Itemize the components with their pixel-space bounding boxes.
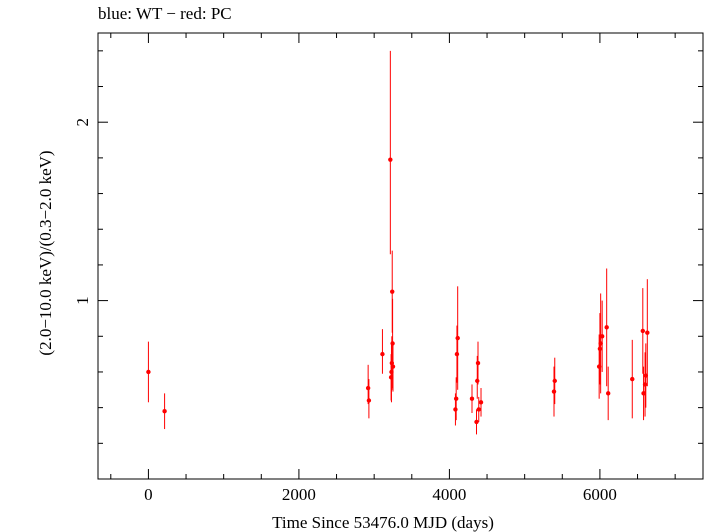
- data-point: [390, 341, 396, 392]
- data-point: [366, 379, 372, 419]
- point-marker: [551, 389, 557, 394]
- point-marker: [478, 400, 484, 405]
- point-marker: [162, 409, 167, 414]
- point-marker: [476, 407, 481, 412]
- data-point: [478, 388, 484, 417]
- data-point: [146, 341, 151, 403]
- data-point: [551, 366, 557, 417]
- data-point: [645, 279, 650, 387]
- point-marker: [599, 334, 605, 339]
- point-marker: [640, 328, 646, 334]
- data-point: [365, 364, 371, 405]
- x-tick-label: 4000: [432, 485, 466, 504]
- point-marker: [630, 376, 635, 382]
- data-point: [604, 268, 609, 387]
- data-point: [380, 329, 385, 374]
- y-tick-label: 1: [73, 296, 92, 305]
- data-point: [630, 339, 635, 419]
- point-marker: [642, 382, 648, 387]
- data-point: [469, 384, 475, 413]
- point-marker: [388, 157, 393, 162]
- data-point: [474, 409, 479, 435]
- data-point: [475, 341, 481, 385]
- chart-title: blue: WT − red: PC: [98, 4, 232, 23]
- x-axis-label: Time Since 53476.0 MJD (days): [272, 513, 494, 532]
- x-tick-label: 0: [144, 485, 153, 504]
- point-marker: [453, 407, 458, 412]
- plot-frame: [97, 32, 704, 480]
- data-point: [476, 396, 481, 422]
- data-point: [388, 50, 393, 255]
- data-point: [162, 393, 167, 430]
- point-marker: [475, 378, 480, 384]
- point-marker: [455, 335, 460, 341]
- data-point: [640, 288, 646, 374]
- point-marker: [380, 351, 385, 357]
- data-point: [455, 286, 460, 390]
- point-marker: [390, 364, 396, 369]
- data-point: [552, 357, 557, 405]
- data-point: [597, 313, 603, 385]
- y-axis-label: (2.0−10.0 keV)/(0.3−2.0 keV): [36, 150, 55, 355]
- point-marker: [366, 398, 372, 403]
- y-tick-label: 2: [73, 118, 92, 127]
- data-point: [453, 377, 459, 421]
- point-marker: [475, 360, 481, 366]
- point-marker: [645, 330, 650, 335]
- point-marker: [604, 325, 609, 330]
- data-point: [605, 366, 611, 421]
- point-marker: [365, 385, 371, 391]
- point-marker: [597, 346, 603, 351]
- x-tick-label: 2000: [282, 485, 316, 504]
- point-marker: [453, 396, 459, 401]
- point-marker: [552, 378, 557, 384]
- x-tick-label: 6000: [583, 485, 617, 504]
- point-marker: [146, 369, 151, 375]
- point-marker: [605, 391, 611, 396]
- data-point: [454, 325, 460, 383]
- point-marker: [474, 419, 479, 425]
- point-marker: [469, 396, 475, 401]
- point-marker: [390, 289, 395, 294]
- point-marker: [454, 351, 460, 357]
- data-point: [599, 300, 605, 372]
